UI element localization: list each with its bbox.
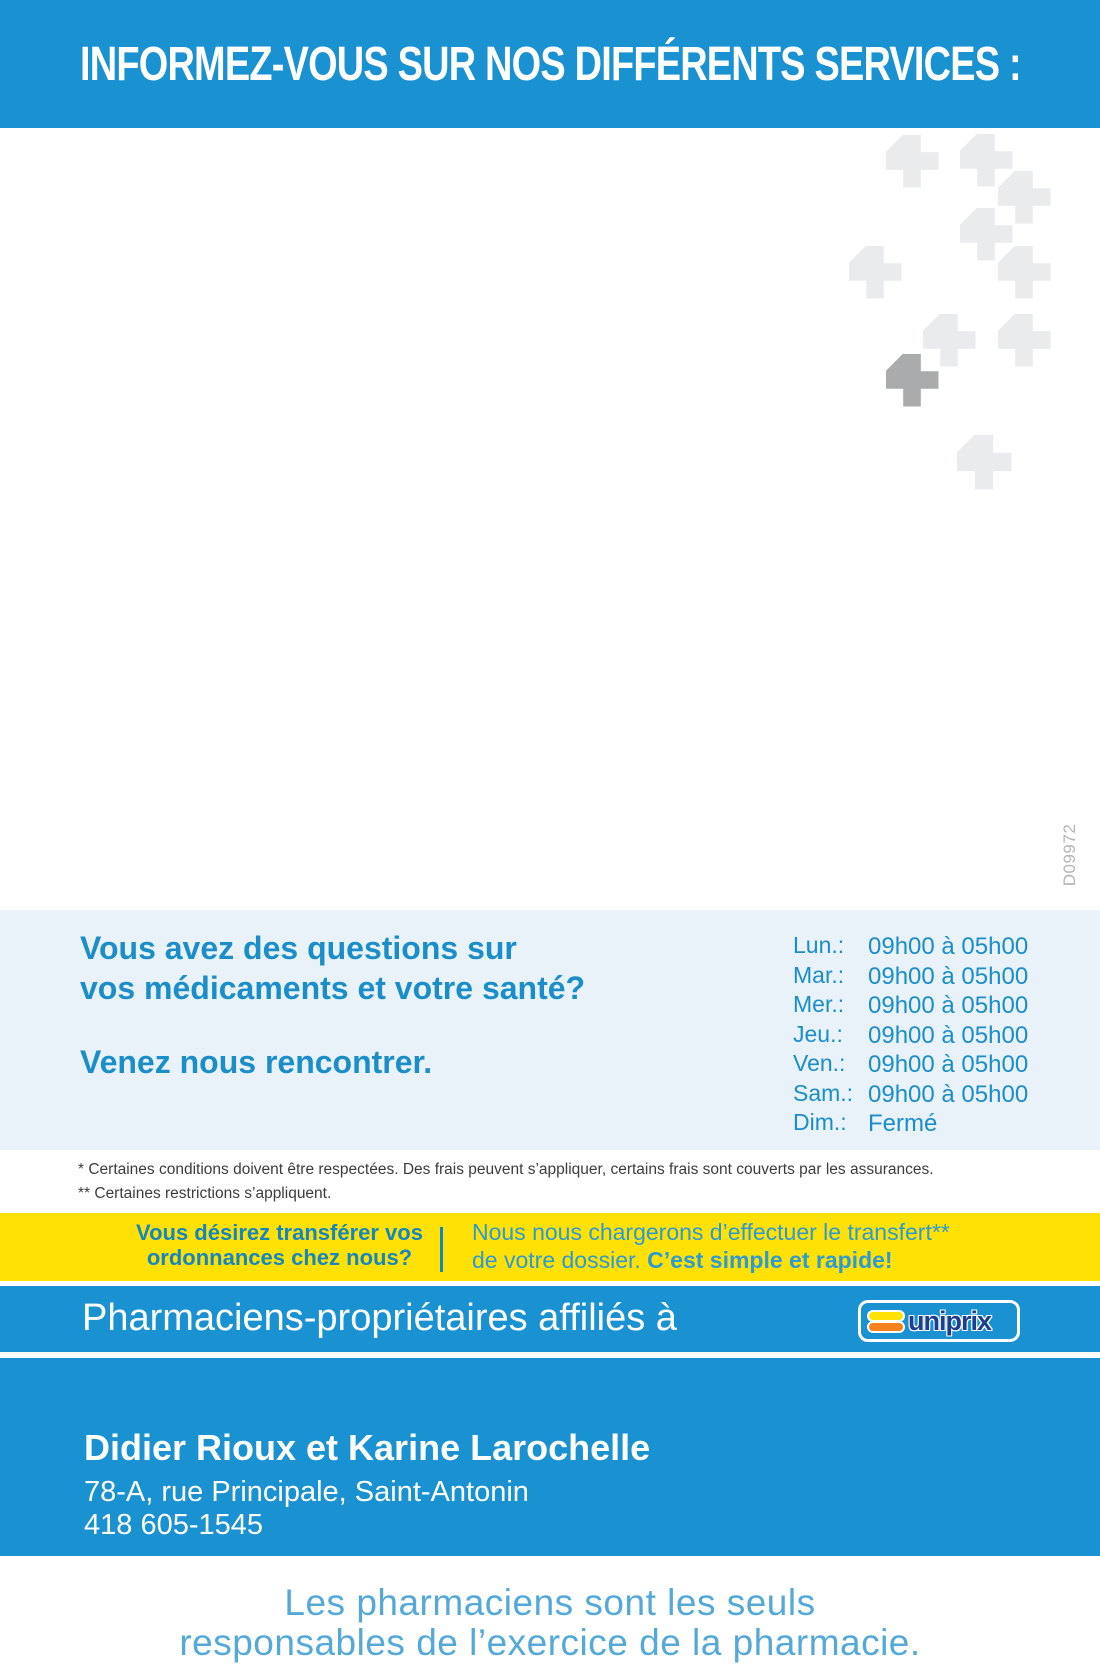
header-banner: INFORMEZ-VOUS SUR NOS DIFFÉRENTS SERVICE… (0, 0, 1100, 128)
hours-time: 09h00 à 05h00 (868, 992, 1029, 1019)
document-code: D09972 (1060, 823, 1079, 887)
hours-day: Mer.: (793, 991, 845, 1017)
hours-day: Sam.: (793, 1079, 854, 1106)
transfer-banner (0, 1213, 1100, 1281)
disclaimers: * Certaines conditions doivent être resp… (78, 1158, 934, 1206)
uniprix-logo: uniprix (858, 1300, 1020, 1342)
info-section (0, 910, 1100, 1150)
uniprix-wordmark: uniprix (908, 1305, 992, 1336)
plus-cross-shape (997, 245, 1051, 299)
plus-cross-shape (956, 434, 1012, 490)
opening-hours: Lun.: 09h00 à 05h00 Mar.: 09h00 à 05h00 Mer.… (793, 932, 1028, 1139)
hours-day: Dim.: (793, 1109, 847, 1135)
questions-line2: vos médicaments et votre santé? (80, 970, 586, 1006)
hours-row: Ven.: 09h00 à 05h00 (793, 1050, 1028, 1080)
transfer-question-line1: Vous désirez transférer vos (136, 1220, 423, 1245)
transfer-answer: Nous nous chargerons d’effectuer le tran… (472, 1218, 950, 1274)
plus-cross-shape (959, 207, 1013, 261)
disclaimer-line1: * Certaines conditions doivent être resp… (78, 1161, 934, 1178)
hours-day: Mar.: (793, 961, 845, 988)
orange-bar (869, 1322, 903, 1331)
owners-section (0, 1358, 1100, 1556)
hours-row: Lun.: 09h00 à 05h00 (793, 932, 1028, 962)
hours-day: Jeu.: (793, 1020, 843, 1047)
vertical-divider (440, 1227, 443, 1272)
uniprix-bars-icon (869, 1311, 903, 1331)
hours-time: Fermé (868, 1110, 938, 1137)
yellow-bar (869, 1311, 903, 1320)
hours-row: Dim.: Fermé (793, 1109, 1028, 1139)
questions-text: Vous avez des questions sur vos médicame… (80, 928, 585, 1008)
hours-time: 09h00 à 05h00 (868, 1021, 1029, 1049)
plus-cross-shape (997, 313, 1051, 367)
hours-row: Mar.: 09h00 à 05h00 (793, 962, 1028, 992)
transfer-answer-line1: Nous nous chargerons d’effectuer le tran… (472, 1219, 950, 1245)
plus-cross-shape (959, 133, 1013, 187)
hours-day: Ven.: (793, 1050, 846, 1076)
plus-cross-shape (997, 170, 1051, 224)
affiliation-text: Pharmaciens-propriétaires affiliés à (82, 1297, 677, 1339)
transfer-question-line2: ordonnances chez nous? (146, 1245, 413, 1270)
transfer-answer-line2: de votre dossier. C’est simple et rapide… (472, 1247, 893, 1273)
hours-time: 09h00 à 05h00 (868, 1080, 1029, 1108)
owner-phone: 418 605-1545 (84, 1509, 263, 1541)
transfer-question: Vous désirez transférer vos ordonnances … (112, 1220, 447, 1270)
plus-cross-shape (848, 245, 902, 299)
hours-time: 09h00 à 05h00 (868, 962, 1029, 990)
plus-cross-shape (922, 313, 976, 367)
hours-row: Jeu.: 09h00 à 05h00 (793, 1021, 1028, 1051)
legal-footer: Les pharmaciens sont les seuls responsab… (0, 1583, 1100, 1663)
legal-line1: Les pharmaciens sont les seuls (284, 1582, 816, 1623)
legal-line2: responsables de l’exercice de la pharmac… (179, 1622, 921, 1663)
hours-time: 09h00 à 05h00 (868, 1051, 1029, 1078)
questions-line1: Vous avez des questions sur (80, 930, 517, 966)
hours-row: Sam.: 09h00 à 05h00 (793, 1080, 1028, 1110)
meet-us-text: Venez nous rencontrer. (80, 1044, 433, 1080)
disclaimer-line2: ** Certaines restrictions s’appliquent. (78, 1185, 332, 1202)
plus-cross-shape (885, 134, 939, 188)
plus-cross-shape (885, 353, 939, 407)
hours-row: Mer.: 09h00 à 05h00 (793, 991, 1028, 1021)
header-title: INFORMEZ-VOUS SUR NOS DIFFÉRENTS SERVICE… (79, 37, 1022, 91)
owner-names: Didier Rioux et Karine Larochelle (84, 1427, 651, 1468)
hours-time: 09h00 à 05h00 (868, 933, 1029, 960)
owner-address: 78-A, rue Principale, Saint-Antonin (84, 1476, 529, 1508)
hours-day: Lun.: (793, 932, 845, 958)
